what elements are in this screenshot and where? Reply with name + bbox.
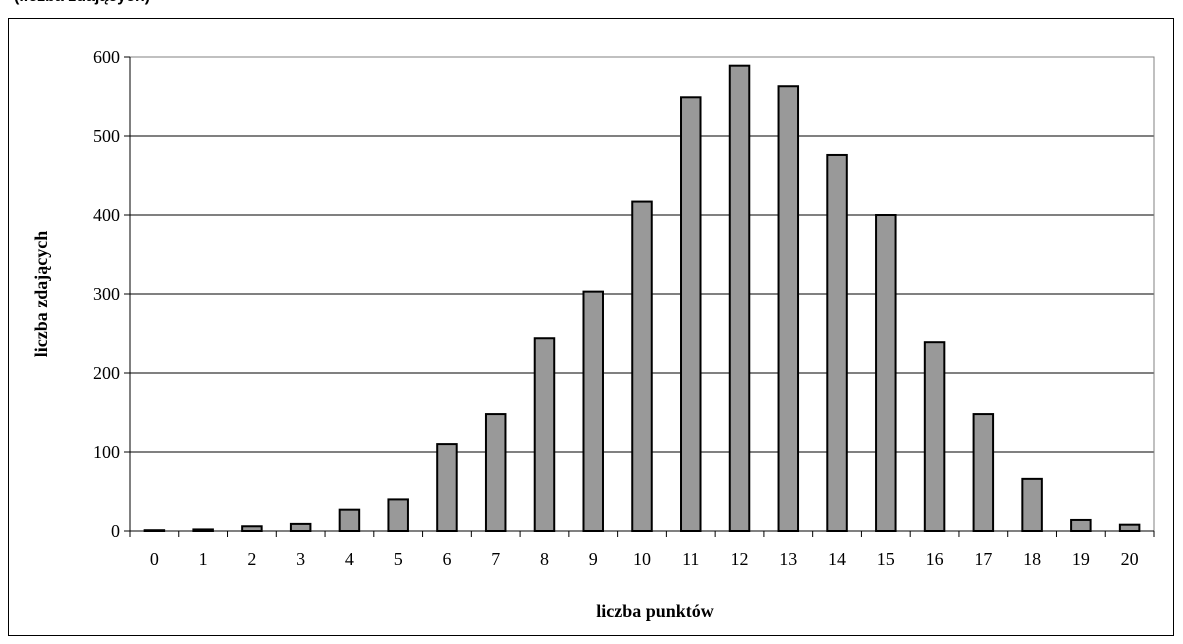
x-tick-label: 6 [442,549,451,569]
y-tick-label: 300 [93,284,120,304]
bar [972,413,995,532]
bar [436,443,458,533]
bar [241,525,263,533]
x-tick-label: 16 [926,549,944,569]
bar [1021,477,1043,532]
bar [582,290,604,532]
x-tick-label: 12 [731,549,749,569]
x-tick-label: 15 [877,549,895,569]
x-tick-label: 4 [345,549,354,569]
x-tick-label: 10 [633,549,651,569]
bar [1118,523,1141,532]
cropped-title: (liczba zdających) [14,0,394,8]
x-tick-label: 1 [199,549,208,569]
y-tick-label: 100 [93,442,120,462]
y-tick-label: 400 [93,205,120,225]
x-axis-label: liczba punktów [596,601,714,621]
x-tick-label: 11 [682,549,699,569]
bar [338,508,361,533]
bar [289,522,312,533]
y-axis: 0 100 200 300 400 500 600 [93,47,131,541]
bar [777,85,800,532]
bar [1070,518,1092,533]
bar [875,214,897,532]
x-tick-label: 0 [150,549,159,569]
x-tick-label: 7 [491,549,500,569]
x-tick-label: 5 [394,549,403,569]
x-tick-label: 14 [828,549,846,569]
bar [680,96,702,532]
bar [923,341,946,532]
y-tick-label: 600 [93,47,120,67]
bar [826,153,848,533]
chart-frame: 0 100 200 300 400 500 600 0 1 2 3 4 5 6 7 8 9 10 11 12 13 14… [8,18,1174,636]
bar [387,498,409,532]
x-tick-label: 2 [247,549,256,569]
bar [533,337,556,532]
x-tick-label: 13 [779,549,797,569]
y-tick-label: 500 [93,126,120,146]
x-tick-label: 20 [1121,549,1139,569]
x-axis: 0 1 2 3 4 5 6 7 8 9 10 11 12 13 14 15 16 17 18 19 20 [129,530,1155,569]
bar [728,64,751,532]
x-tick-label: 18 [1023,549,1041,569]
y-axis-label: liczba zdających [31,231,51,357]
y-tick-label: 0 [111,521,120,541]
bar [484,413,507,532]
x-tick-label: 19 [1072,549,1090,569]
x-tick-label: 8 [540,549,549,569]
bars [143,64,1141,533]
x-tick-label: 3 [296,549,305,569]
x-tick-label: 17 [974,549,992,569]
bar [631,200,653,532]
y-tick-label: 200 [93,363,120,383]
x-tick-label: 9 [589,549,598,569]
